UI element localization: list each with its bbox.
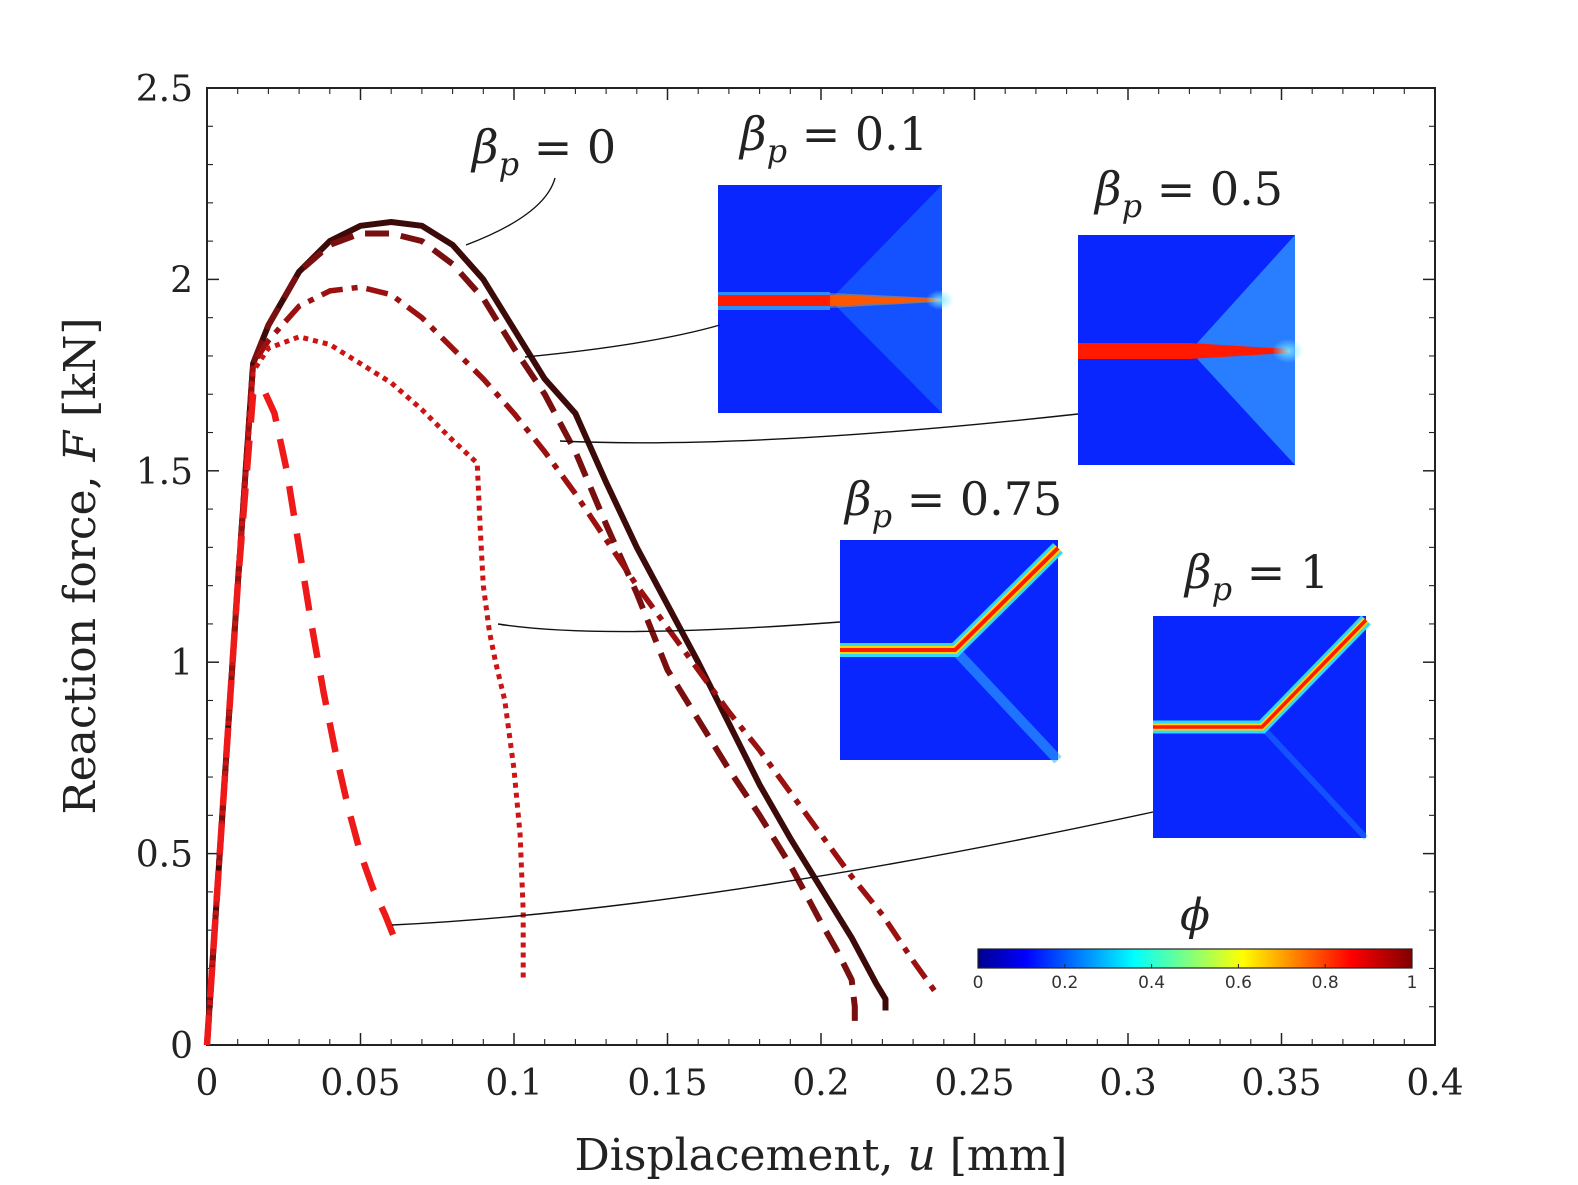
inset-beta-0.5: [1078, 235, 1304, 465]
inset-beta-0.1: [718, 185, 954, 413]
series-line-2: [204, 284, 940, 1046]
colorbar-tick-label: 0.8: [1312, 973, 1339, 993]
colorbar: ϕ 0 0.2 0.4 0.6 0.8 1: [973, 890, 1418, 993]
series-line-4: [203, 383, 398, 1046]
series-label-beta-0.75: βp = 0.75: [843, 472, 1062, 535]
series-line-1: [204, 230, 858, 1046]
colorbar-title: ϕ: [1180, 890, 1210, 941]
x-tick-label: 0.15: [627, 1063, 707, 1104]
leader-line-beta-0.5: [559, 413, 1079, 444]
y-tick-label: 1: [170, 643, 193, 684]
leader-line-beta-1: [391, 811, 1154, 926]
y-axis-title-var: F: [55, 429, 106, 462]
colorbar-tick-label: 1: [1407, 973, 1418, 993]
x-axis-title-unit: [mm]: [936, 1130, 1068, 1180]
y-tick-label: 1.5: [136, 452, 193, 493]
series-label-beta-1-greek: β: [1183, 545, 1212, 599]
y-tick-label: 0: [170, 1026, 193, 1067]
x-tick-label: 0.2: [792, 1063, 849, 1104]
series-group: [203, 219, 940, 1046]
inset-beta-0.75: [840, 540, 1063, 764]
series-label-beta-0: βp = 0: [470, 120, 616, 183]
x-axis-title-var: u: [907, 1130, 935, 1180]
series-label-beta-0.1-greek: β: [738, 107, 767, 161]
series-label-beta-0.75-sub: p: [872, 497, 892, 535]
x-tick-label: 0.35: [1241, 1063, 1321, 1104]
leader-lines: [391, 177, 1154, 926]
series-label-beta-0.5: βp = 0.5: [1093, 162, 1283, 225]
y-axis-title-unit: [kN]: [55, 317, 106, 430]
y-axis-title: Reaction force, F [kN]: [55, 317, 106, 814]
series-label-beta-0.5-eq: = 0.5: [1142, 162, 1283, 216]
colorbar-tick-label: 0.2: [1051, 973, 1078, 993]
x-axis-title-text: Displacement,: [575, 1130, 908, 1180]
colorbar-gradient: [977, 948, 1413, 969]
y-tick-label: 0.5: [136, 835, 193, 876]
series-label-beta-0.75-greek: β: [843, 472, 872, 526]
series-label-beta-0-eq: = 0: [519, 120, 616, 174]
x-tick-label: 0.25: [934, 1063, 1014, 1104]
series-label-beta-0.1-sub: p: [767, 132, 787, 170]
leader-line-beta-0.75: [497, 621, 841, 633]
colorbar-ticks: 0 0.2 0.4 0.6 0.8 1: [973, 964, 1418, 993]
series-label-beta-0-sub: p: [499, 145, 519, 183]
series-label-beta-1: βp = 1: [1183, 545, 1329, 608]
colorbar-tick-label: 0.4: [1138, 973, 1165, 993]
series-label-beta-0.1-eq: = 0.1: [787, 107, 928, 161]
series-label-beta-0-greek: β: [470, 120, 499, 174]
x-tick-label: 0.05: [320, 1063, 400, 1104]
colorbar-tick-label: 0.6: [1225, 973, 1252, 993]
series-label-beta-0.5-greek: β: [1093, 162, 1122, 216]
x-tick-label: 0.4: [1406, 1063, 1463, 1104]
series-label-beta-1-sub: p: [1212, 570, 1232, 608]
x-tick-label: 0.1: [485, 1063, 542, 1104]
inset-beta-1: [1153, 615, 1371, 841]
y-tick-label: 2.5: [136, 69, 193, 110]
x-tick-label: 0.3: [1099, 1063, 1156, 1104]
series-label-beta-1-eq: = 1: [1232, 545, 1329, 599]
axis-tick-labels: 0 0.05 0.1 0.15 0.2 0.25 0.3 0.35 0.4 0 0.5 1 1.5 2 2.…: [136, 69, 1464, 1104]
colorbar-tick-label: 0: [973, 973, 984, 993]
series-line-3: [204, 334, 526, 1046]
series-label-beta-0.75-eq: = 0.75: [892, 472, 1062, 526]
series-line-0: [204, 219, 889, 1046]
x-axis-title: Displacement, u [mm]: [575, 1130, 1068, 1180]
y-tick-label: 2: [170, 260, 193, 301]
series-label-beta-0.1: βp = 0.1: [738, 107, 928, 170]
x-tick-label: 0: [196, 1063, 219, 1104]
y-axis-title-text: Reaction force,: [55, 461, 106, 814]
leader-line-beta-0.1: [524, 324, 721, 358]
series-label-beta-0.5-sub: p: [1122, 187, 1142, 225]
leader-line-beta-0: [465, 177, 556, 246]
